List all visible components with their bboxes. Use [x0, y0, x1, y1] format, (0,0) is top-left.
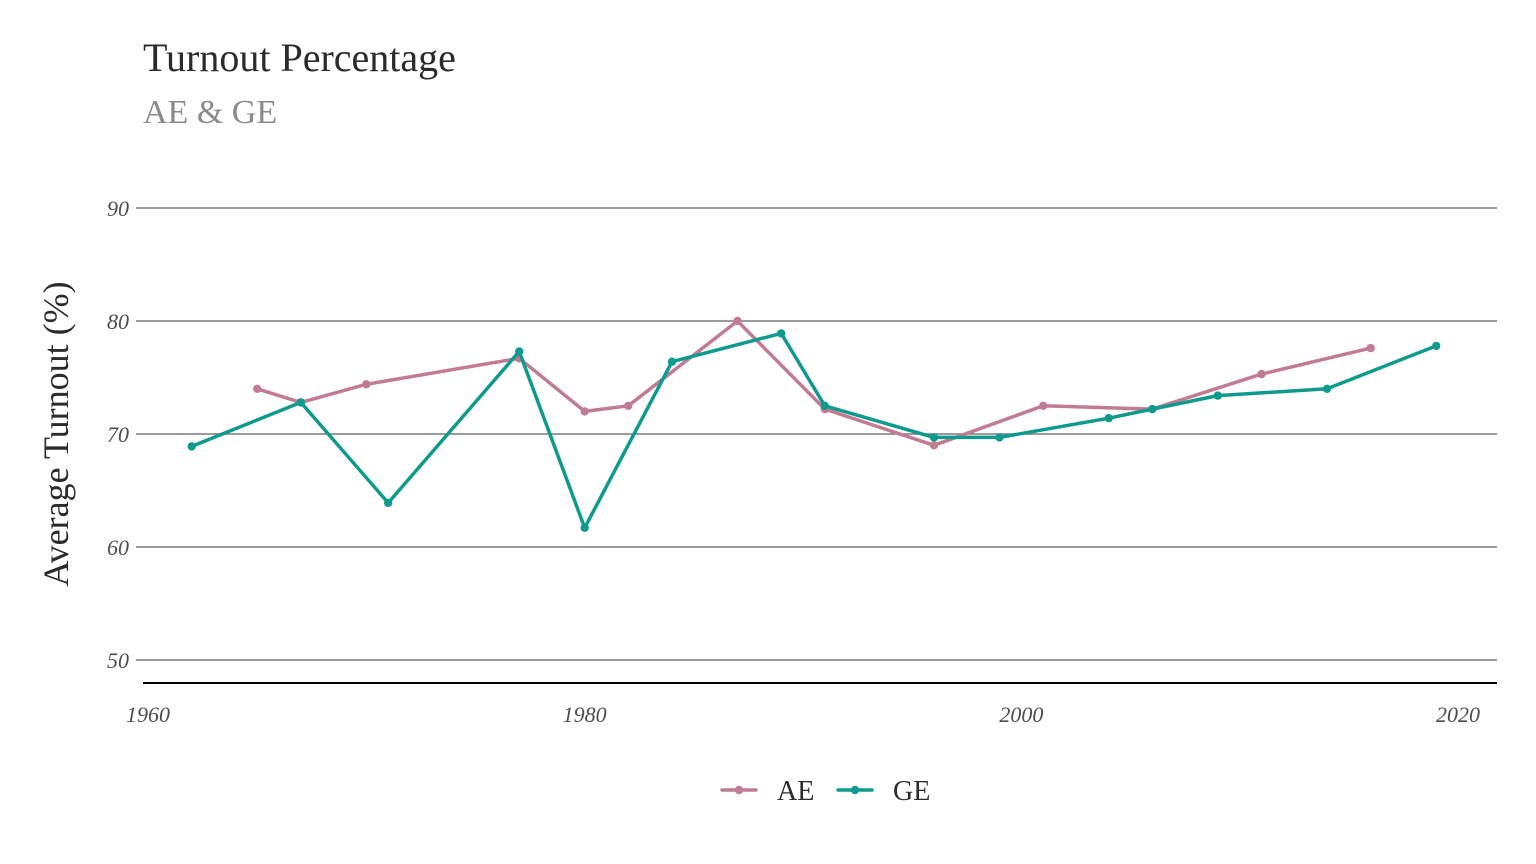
- gridlines: [143, 207, 1497, 661]
- x-axis-ticks: 1960 1980 2000 2020: [126, 702, 1480, 727]
- y-tick-label-50: 50: [107, 648, 129, 673]
- data-point-ge-1996: [929, 433, 939, 442]
- x-tick-label-1960: 1960: [126, 702, 170, 727]
- data-point-ge-2014: [1322, 384, 1332, 393]
- y-tick-label-80: 80: [107, 309, 129, 334]
- y-tick-label-90: 90: [107, 196, 129, 221]
- series-ge: [187, 329, 1441, 532]
- data-point-ae-1965: [253, 384, 262, 393]
- data-point-ge-2006: [1148, 404, 1157, 414]
- data-point-ae-1970: [362, 380, 371, 389]
- y-axis-ticks: 50 60 70 80 90: [107, 196, 143, 673]
- legend-key-point-ae: [734, 785, 744, 795]
- data-point-ge-1984: [667, 357, 677, 366]
- data-point-ae-2001: [1039, 401, 1048, 410]
- data-point-ae-1987: [733, 316, 742, 326]
- y-tick-label-70: 70: [107, 422, 129, 447]
- series-line-ge: [189, 331, 1438, 530]
- legend-key-point-ge: [850, 785, 860, 795]
- data-point-ge-1999: [995, 433, 1004, 442]
- chart-subtitle: AE & GE: [143, 94, 277, 131]
- data-point-ge-1991: [820, 401, 829, 410]
- data-point-ae-1996: [929, 441, 939, 450]
- x-tick-label-2000: 2000: [999, 702, 1043, 727]
- data-point-ge-1980: [580, 523, 589, 532]
- x-tick-label-1980: 1980: [563, 702, 607, 727]
- data-point-ae-1982: [624, 401, 633, 410]
- legend-label-ae: AE: [777, 776, 814, 807]
- data-point-ge-1962: [187, 442, 196, 451]
- data-point-ge-1967: [296, 398, 305, 407]
- data-point-ge-2019: [1432, 341, 1441, 351]
- legend: AE GE: [720, 776, 930, 807]
- legend-item-ae: AE: [720, 776, 814, 807]
- data-point-ge-2004: [1104, 414, 1113, 423]
- series-ae: [253, 316, 1375, 450]
- series-line-ae: [255, 319, 1373, 448]
- series-layer: [187, 316, 1441, 532]
- chart-title: Turnout Percentage: [143, 35, 456, 80]
- legend-label-ge: GE: [893, 776, 930, 807]
- data-point-ge-1977: [515, 347, 524, 356]
- y-axis-label: Average Turnout (%): [36, 281, 76, 586]
- x-tick-label-2020: 2020: [1436, 702, 1480, 727]
- data-point-ae-2016: [1366, 343, 1375, 353]
- y-tick-label-60: 60: [107, 535, 129, 560]
- data-point-ae-1980: [580, 407, 589, 416]
- legend-item-ge: GE: [836, 776, 930, 807]
- data-point-ge-1989: [777, 329, 786, 338]
- data-point-ge-1971: [384, 498, 393, 508]
- data-point-ae-2011: [1257, 369, 1266, 379]
- data-point-ge-2009: [1213, 391, 1223, 400]
